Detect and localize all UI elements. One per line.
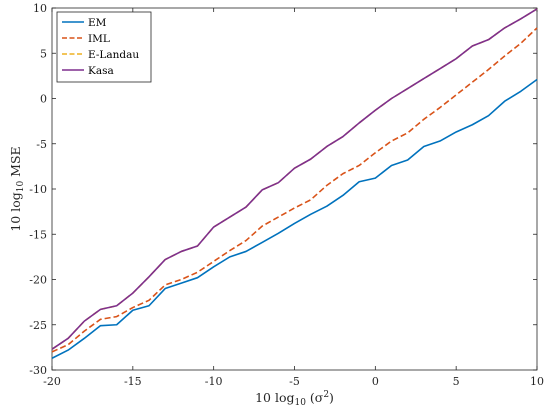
y-axis-label-tail: MSE [8,146,23,180]
legend-label: EM [88,17,107,29]
y-tick-label: -30 [29,364,47,377]
legend-label: Kasa [88,65,114,77]
x-tick-label: -15 [124,375,142,388]
x-axis-label: 10 log10 (σ2) [255,390,334,408]
x-tick-label: 10 [530,375,544,388]
x-axis-label-close: ) [329,390,334,405]
y-axis-label-subscript: 10 [16,181,26,193]
x-axis-ticks: -20 -15 -10 -5 0 5 10 [43,8,544,388]
x-tick-label: -5 [289,375,300,388]
x-axis-label-tail: (σ [306,390,324,405]
y-tick-label: -5 [36,138,47,151]
y-tick-label: -25 [29,319,47,332]
legend: EM IML E-Landau Kasa [56,11,152,83]
series-line-kasa [51,8,538,350]
y-tick-label: -15 [29,228,47,241]
y-tick-label: 5 [40,47,47,60]
series-line-iml [51,27,538,353]
y-tick-label: 0 [40,93,47,106]
x-tick-label: -20 [43,375,61,388]
series-line-em [51,78,538,359]
x-tick-label: 0 [372,375,379,388]
x-tick-label: -10 [205,375,223,388]
x-tick-label: 5 [453,375,460,388]
y-tick-label: -20 [29,274,47,287]
y-axis-ticks: -30 -25 -20 -15 -10 -5 0 5 10 [29,2,537,377]
series-layer [51,8,538,359]
legend-label: E-Landau [88,49,139,61]
x-axis-label-subscript: 10 [294,398,306,408]
y-tick-label: -10 [29,183,47,196]
y-tick-label: 10 [33,2,47,15]
y-axis-label: 10 log10 MSE [8,146,26,231]
x-axis-label-superscript: 2 [323,390,329,400]
legend-label: IML [88,33,110,45]
